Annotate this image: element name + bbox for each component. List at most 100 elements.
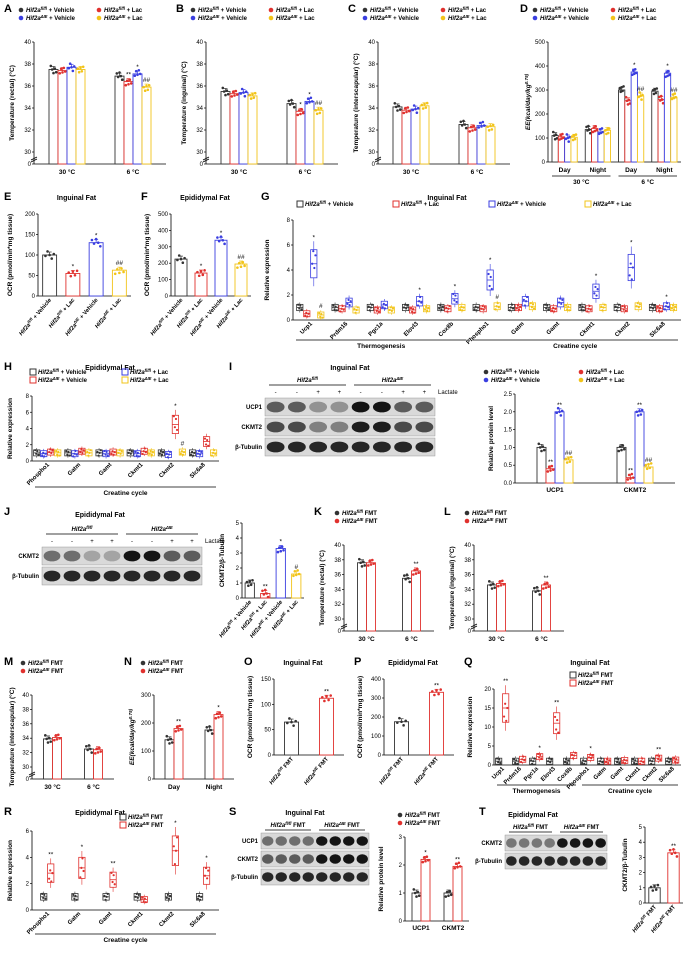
data-point	[48, 877, 51, 880]
data-point	[672, 757, 676, 760]
data-point	[633, 761, 636, 765]
data-point	[207, 444, 210, 447]
data-point	[110, 871, 113, 875]
legend-swatch	[440, 15, 446, 21]
data-point	[67, 450, 70, 454]
y-tick-label: 2.0	[504, 410, 513, 416]
bar	[366, 562, 376, 632]
blot-band	[595, 856, 606, 866]
bar	[496, 583, 506, 632]
data-point	[234, 89, 238, 93]
legend-entry: Hif2afl/fl + Vehicle	[540, 6, 589, 15]
y-tick-label: 300	[141, 693, 152, 699]
y-tick-label: 0	[468, 629, 472, 635]
panel-letter: L	[444, 506, 451, 518]
blot-band	[302, 872, 314, 882]
blot-row-label: UCP1	[246, 405, 263, 411]
x-tick-label: Hif2afl/fl FMT	[377, 754, 406, 786]
significance-mark: *	[299, 101, 302, 108]
x-tick-label: Hif2aΔIE + Vehicle	[188, 295, 225, 337]
bar	[173, 728, 184, 780]
legend-swatch	[121, 376, 129, 384]
data-point	[419, 295, 422, 299]
data-point	[468, 130, 472, 133]
x-tick-label: Gatm	[67, 462, 82, 477]
data-point	[112, 453, 115, 456]
data-point	[621, 444, 625, 447]
data-point	[329, 694, 332, 697]
blot-strip	[504, 852, 608, 870]
data-point	[546, 760, 550, 763]
data-point	[477, 126, 481, 129]
data-point	[142, 85, 146, 89]
data-point	[144, 451, 147, 454]
blot-band	[309, 441, 328, 453]
significance-mark: ##	[670, 87, 678, 94]
blot-row-label: UCP1	[242, 839, 259, 845]
bar	[229, 93, 240, 165]
data-point	[663, 308, 667, 311]
panel-i: I Inguinal Fat Hif2afl/fl Hif2aΔIE - - + + - - + + L…	[225, 358, 687, 503]
data-point	[511, 307, 515, 310]
data-point	[546, 581, 549, 585]
data-point	[306, 97, 310, 100]
significance-mark: ##	[237, 254, 245, 261]
y-tick-label: 30	[464, 617, 471, 623]
data-point	[74, 894, 77, 897]
data-point	[487, 129, 491, 132]
data-point	[34, 449, 37, 452]
lactate-mark: -	[296, 390, 298, 396]
y-tick-label: 200	[158, 261, 169, 267]
x-group-label: 6 °C	[641, 178, 654, 186]
x-group-label: Creatine cycle	[103, 937, 147, 944]
panel-f: F Epididymal Fat OCR (pmol/min*mg tissue) 0…	[137, 188, 257, 358]
data-point	[251, 579, 254, 582]
legend-entry: Hif2aΔIE FMT	[578, 679, 614, 688]
data-point	[216, 236, 219, 239]
data-point	[105, 895, 108, 898]
data-point	[423, 102, 426, 106]
data-point	[640, 408, 644, 412]
data-point	[75, 453, 78, 456]
data-point	[490, 128, 494, 131]
x-tick-label: Hif2afl/fl + Vehicle	[148, 295, 185, 337]
data-point	[668, 73, 671, 77]
bar	[657, 99, 665, 163]
legend-swatch	[29, 376, 37, 384]
data-point	[342, 308, 345, 311]
data-point	[127, 451, 130, 454]
data-point	[453, 299, 456, 302]
data-point	[390, 309, 393, 312]
data-point	[488, 580, 491, 583]
data-point	[304, 314, 307, 317]
data-point	[58, 737, 61, 740]
significance-mark: *	[630, 240, 633, 247]
blot-band	[544, 838, 555, 848]
data-point	[638, 409, 641, 413]
data-point	[224, 93, 227, 97]
y-tick-label: 30	[334, 617, 341, 623]
y-tick-label: 4	[639, 840, 643, 846]
data-point	[89, 747, 92, 751]
legend-entry: Hif2afl/fl FMT	[342, 509, 377, 518]
y-tick-label: 200	[371, 715, 382, 721]
blot-band	[343, 854, 355, 864]
bar	[616, 446, 627, 484]
data-point	[538, 756, 541, 759]
data-point	[99, 245, 102, 248]
x-tick-label: Hif2aΔIE FMT	[301, 754, 330, 786]
y-axis-label: Temperature (interscapular) (°C)	[352, 53, 360, 152]
bar	[420, 858, 431, 922]
panel-g-svg: G Inguinal Fat Hif2afl/fl + Vehicle Hif2afl…	[261, 191, 681, 350]
y-tick-label: 4	[236, 536, 240, 542]
significance-mark: *	[633, 62, 636, 69]
data-point	[288, 717, 291, 720]
data-point	[112, 874, 115, 877]
y-tick-label: 32	[334, 602, 341, 608]
data-point	[556, 718, 559, 722]
data-point	[416, 890, 420, 894]
y-tick-label: 0	[148, 777, 152, 783]
y-tick-label: 0	[372, 162, 376, 168]
blot-strip	[260, 832, 370, 850]
